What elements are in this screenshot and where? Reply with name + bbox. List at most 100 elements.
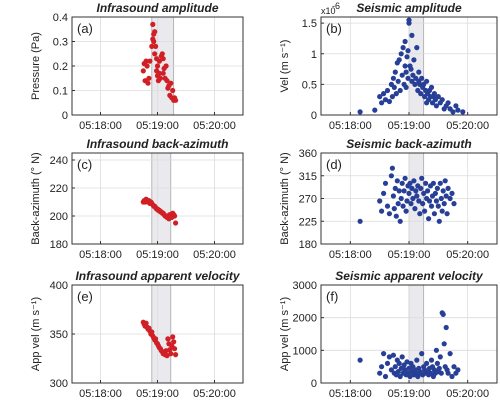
data-point bbox=[171, 339, 177, 345]
data-point bbox=[400, 45, 406, 51]
data-point bbox=[399, 180, 405, 186]
data-point bbox=[407, 373, 413, 380]
data-point bbox=[428, 357, 435, 363]
data-point bbox=[384, 203, 391, 209]
data-point bbox=[437, 180, 443, 186]
data-point bbox=[357, 357, 363, 363]
data-point bbox=[400, 203, 406, 209]
y-tick-label: 300 bbox=[50, 378, 68, 390]
data-point bbox=[391, 206, 397, 212]
data-point bbox=[410, 195, 416, 202]
scale-multiplier: x10 bbox=[321, 6, 336, 16]
data-point bbox=[423, 180, 429, 186]
data-point bbox=[416, 198, 422, 204]
y-axis-label: Back-azimuth (° N) bbox=[30, 152, 42, 244]
data-point bbox=[426, 216, 432, 222]
data-point bbox=[394, 178, 400, 184]
data-point bbox=[449, 373, 455, 380]
data-point bbox=[445, 185, 451, 191]
data-point bbox=[450, 109, 456, 115]
data-point bbox=[442, 178, 448, 184]
data-point bbox=[168, 80, 174, 86]
y-tick-label: 315 bbox=[299, 171, 317, 183]
highlight-window bbox=[151, 152, 172, 245]
data-point bbox=[430, 180, 436, 186]
data-point bbox=[408, 66, 414, 72]
x-tick-label: 05:20:00 bbox=[446, 249, 489, 261]
data-point bbox=[413, 188, 419, 194]
data-point bbox=[390, 193, 396, 199]
data-point bbox=[460, 109, 466, 115]
x-tick-label: 05:19:00 bbox=[136, 249, 179, 261]
y-tick-label: 225 bbox=[299, 216, 317, 228]
panel-title: Seismic back-azimuth bbox=[346, 137, 471, 151]
panel-c: 05:18:00 05:19:00 05:20:00 180 200 220 240 Infr… bbox=[30, 137, 244, 261]
panel-title: Seismic amplitude bbox=[356, 1, 462, 15]
data-point bbox=[403, 69, 409, 75]
data-point bbox=[434, 185, 440, 191]
y-tick-label: 0.5 bbox=[302, 79, 317, 91]
x-tick-label: 05:19:00 bbox=[388, 388, 431, 400]
data-point bbox=[417, 211, 423, 217]
data-point bbox=[393, 91, 399, 97]
data-point bbox=[402, 63, 408, 69]
data-point bbox=[439, 97, 445, 103]
x-tick-label: 05:19:00 bbox=[388, 120, 431, 132]
data-point bbox=[170, 87, 176, 94]
data-point bbox=[146, 75, 152, 81]
data-point bbox=[167, 347, 173, 353]
data-point bbox=[437, 354, 443, 360]
data-point bbox=[425, 188, 431, 194]
y-tick-label: 360 bbox=[299, 148, 317, 160]
data-point bbox=[157, 75, 163, 81]
data-point bbox=[396, 360, 402, 366]
data-point bbox=[455, 367, 461, 373]
data-point bbox=[147, 58, 153, 64]
data-point bbox=[408, 201, 414, 207]
data-point bbox=[451, 364, 457, 370]
data-point bbox=[431, 91, 437, 97]
data-point bbox=[435, 203, 441, 209]
data-point bbox=[396, 57, 402, 63]
panel-f: 05:18:00 05:19:00 05:20:00 0 1000 2000 3000 Sei… bbox=[279, 269, 498, 400]
data-point bbox=[153, 43, 159, 50]
y-tick-label: 180 bbox=[299, 239, 317, 251]
data-point bbox=[399, 354, 405, 360]
data-point bbox=[173, 352, 179, 358]
data-point bbox=[405, 48, 411, 54]
x-tick-label: 05:18:00 bbox=[329, 388, 372, 400]
data-point bbox=[152, 51, 158, 57]
x-tick-label: 05:18:00 bbox=[329, 120, 372, 132]
data-point bbox=[392, 364, 398, 370]
data-point bbox=[164, 78, 170, 84]
y-tick-label: 0 bbox=[311, 378, 317, 390]
panel-title: Seismic apparent velocity bbox=[335, 269, 484, 283]
data-point bbox=[395, 201, 401, 207]
y-tick-label: 270 bbox=[299, 194, 317, 206]
data-point bbox=[386, 211, 392, 217]
x-tick-label: 05:20:00 bbox=[446, 120, 489, 132]
data-point bbox=[412, 81, 418, 87]
data-point bbox=[445, 370, 451, 376]
data-point bbox=[144, 63, 150, 69]
panel-title: Infrasound apparent velocity bbox=[75, 269, 240, 283]
data-point bbox=[428, 84, 435, 90]
data-point bbox=[156, 58, 162, 64]
y-tick-label: 0.3 bbox=[53, 37, 68, 49]
data-point bbox=[372, 107, 378, 113]
data-point bbox=[397, 87, 403, 94]
y-tick-label: 1.5 bbox=[302, 18, 317, 30]
data-point bbox=[381, 190, 387, 196]
data-point bbox=[381, 91, 387, 97]
data-point bbox=[392, 185, 398, 191]
y-tick-label: 200 bbox=[50, 211, 68, 223]
data-point bbox=[149, 329, 155, 335]
data-point bbox=[405, 75, 411, 81]
data-point bbox=[173, 97, 179, 103]
panel-label: (c) bbox=[77, 157, 92, 172]
data-point bbox=[379, 208, 385, 214]
panel-label: (a) bbox=[77, 21, 93, 36]
data-point bbox=[156, 70, 162, 76]
x-tick-label: 05:18:00 bbox=[79, 388, 122, 400]
data-point bbox=[420, 201, 426, 207]
